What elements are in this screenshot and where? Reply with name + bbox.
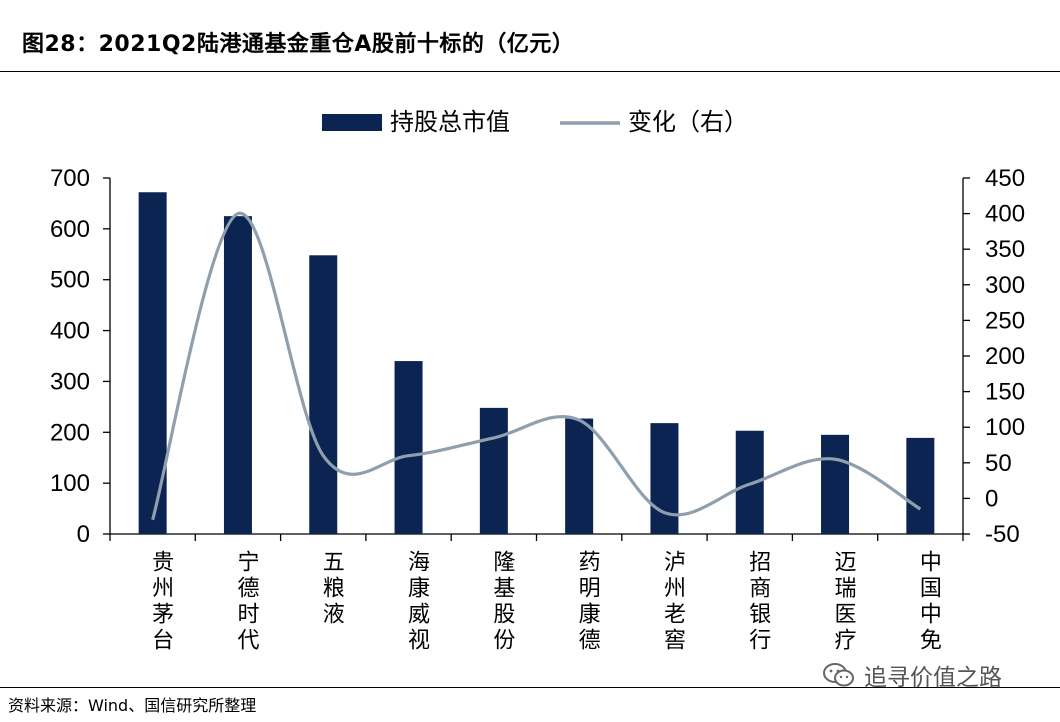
left-tick-label: 400 [50,318,90,345]
wechat-icon [823,663,854,687]
category-label: 隆基股份 [489,550,515,654]
left-tick-label: 500 [50,267,90,294]
chart-axes: 0 100 200 300 400 500 600 700 -50 0 50 100 150 200 250… [50,165,1025,548]
right-tick-label: 50 [985,450,1012,477]
left-tick-label: 200 [50,419,90,446]
right-tick-label: -50 [985,521,1020,548]
left-tick-label: 700 [50,165,90,192]
footer-divider [0,687,1060,688]
bar [906,437,935,534]
category-labels: 贵州茅台 宁德时代 五粮液 海康威视 隆基股份 药明康德 泸州老窖 招商银行 迈瑞医疗 中国中免 [148,550,942,654]
line-series [151,211,922,521]
right-tick-label: 100 [985,414,1025,441]
bar [479,407,508,534]
category-label: 宁德时代 [233,550,259,654]
right-tick-label: 150 [985,379,1025,406]
watermark: 追寻价值之路 [822,658,1002,692]
legend-swatch-bar [322,114,382,131]
right-tick-label: 350 [985,236,1025,263]
left-tick-label: 300 [50,368,90,395]
bar [309,255,338,534]
category-label: 五粮液 [319,550,345,628]
category-label: 迈瑞医疗 [831,550,857,654]
right-tick-label: 300 [985,272,1025,299]
right-tick-label: 450 [985,165,1025,192]
legend-label-line: 变化（右） [628,108,748,136]
watermark-text: 追寻价值之路 [864,665,1002,691]
legend-label-bar: 持股总市值 [390,108,510,136]
chart-title: 图28：2021Q2陆港通基金重仓A股前十标的（亿元） [22,32,575,57]
category-label: 药明康德 [575,550,601,654]
right-tick-label: 0 [985,485,998,512]
bar [565,418,594,534]
bar-series [138,192,935,535]
left-tick-label: 600 [50,216,90,243]
bar [394,361,423,534]
title-divider [0,71,1060,72]
chart-canvas: 持股总市值 变化（右） 0 100 200 300 400 500 600 700 -50 0 50 1… [50,108,1025,654]
legend: 持股总市值 变化（右） [322,108,748,136]
right-tick-label: 400 [985,201,1025,228]
right-tick-label: 250 [985,307,1025,334]
change-line [151,211,922,521]
category-label: 海康威视 [404,550,430,654]
left-tick-label: 0 [77,521,90,548]
category-label: 泸州老窖 [660,550,686,654]
bar [223,216,252,534]
bar [821,434,850,534]
source-note: 资料来源：Wind、国信研究所整理 [8,696,257,715]
right-tick-label: 200 [985,343,1025,370]
bar [650,423,679,534]
category-label: 贵州茅台 [148,550,174,654]
left-tick-label: 100 [50,470,90,497]
category-label: 中国中免 [916,550,942,654]
category-label: 招商银行 [745,550,771,654]
bar [735,430,764,534]
